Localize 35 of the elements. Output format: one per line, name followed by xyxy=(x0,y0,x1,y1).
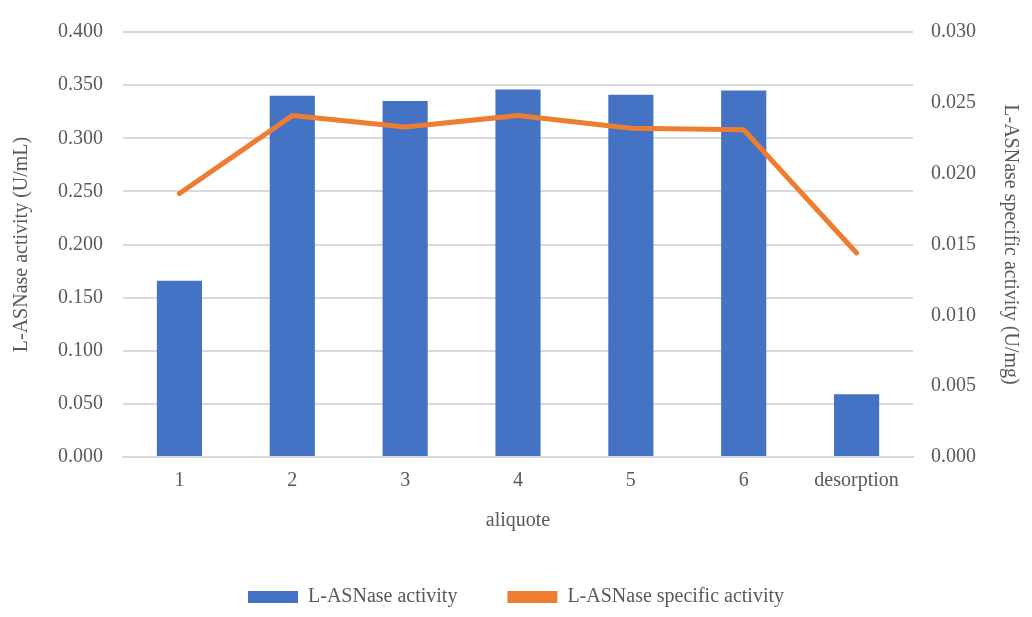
x-tick-label: desorption xyxy=(814,468,899,492)
y2-tick-label: 0.025 xyxy=(931,90,976,113)
y-tick-label: 0.100 xyxy=(58,338,103,360)
x-tick-label: 6 xyxy=(738,468,749,491)
y-tick-label: 0.150 xyxy=(58,284,103,307)
y2-axis-title: L-ASNase specific activity (U/mg) xyxy=(999,104,1023,385)
bar xyxy=(834,394,880,456)
y-tick-label: 0.200 xyxy=(58,231,103,254)
bar xyxy=(608,94,654,456)
y2-tick-label: 0.010 xyxy=(931,302,976,325)
y-tick-label: 0.300 xyxy=(58,125,103,148)
y-axis-title: L-ASNase activity (U/mL) xyxy=(9,136,33,353)
legend-label: L-ASNase specific activity xyxy=(567,584,784,608)
y2-tick-label: 0.030 xyxy=(931,19,976,42)
y-tick-label: 0.350 xyxy=(58,72,103,95)
x-tick-label: 3 xyxy=(400,468,411,491)
bar xyxy=(156,280,202,456)
y-tick-label: 0.250 xyxy=(58,178,103,201)
y2-tick-label: 0.015 xyxy=(931,231,976,254)
y2-tick-label: 0.000 xyxy=(931,444,976,467)
x-tick-label: 1 xyxy=(174,468,185,491)
x-tick-label: 5 xyxy=(625,468,636,491)
y-tick-label: 0.050 xyxy=(58,391,103,414)
y2-tick-label: 0.005 xyxy=(931,373,976,396)
legend-label: L-ASNase activity xyxy=(308,584,458,608)
x-axis-title: aliquote xyxy=(485,508,551,532)
bar xyxy=(721,90,767,456)
y-tick-label: 0.000 xyxy=(58,444,103,467)
bar xyxy=(269,95,315,456)
y2-tick-label: 0.020 xyxy=(931,160,976,183)
x-tick-label: 4 xyxy=(513,468,523,491)
bar xyxy=(382,101,428,456)
x-tick-label: 2 xyxy=(287,468,298,491)
bar xyxy=(495,89,541,456)
y-tick-label: 0.400 xyxy=(58,19,103,42)
